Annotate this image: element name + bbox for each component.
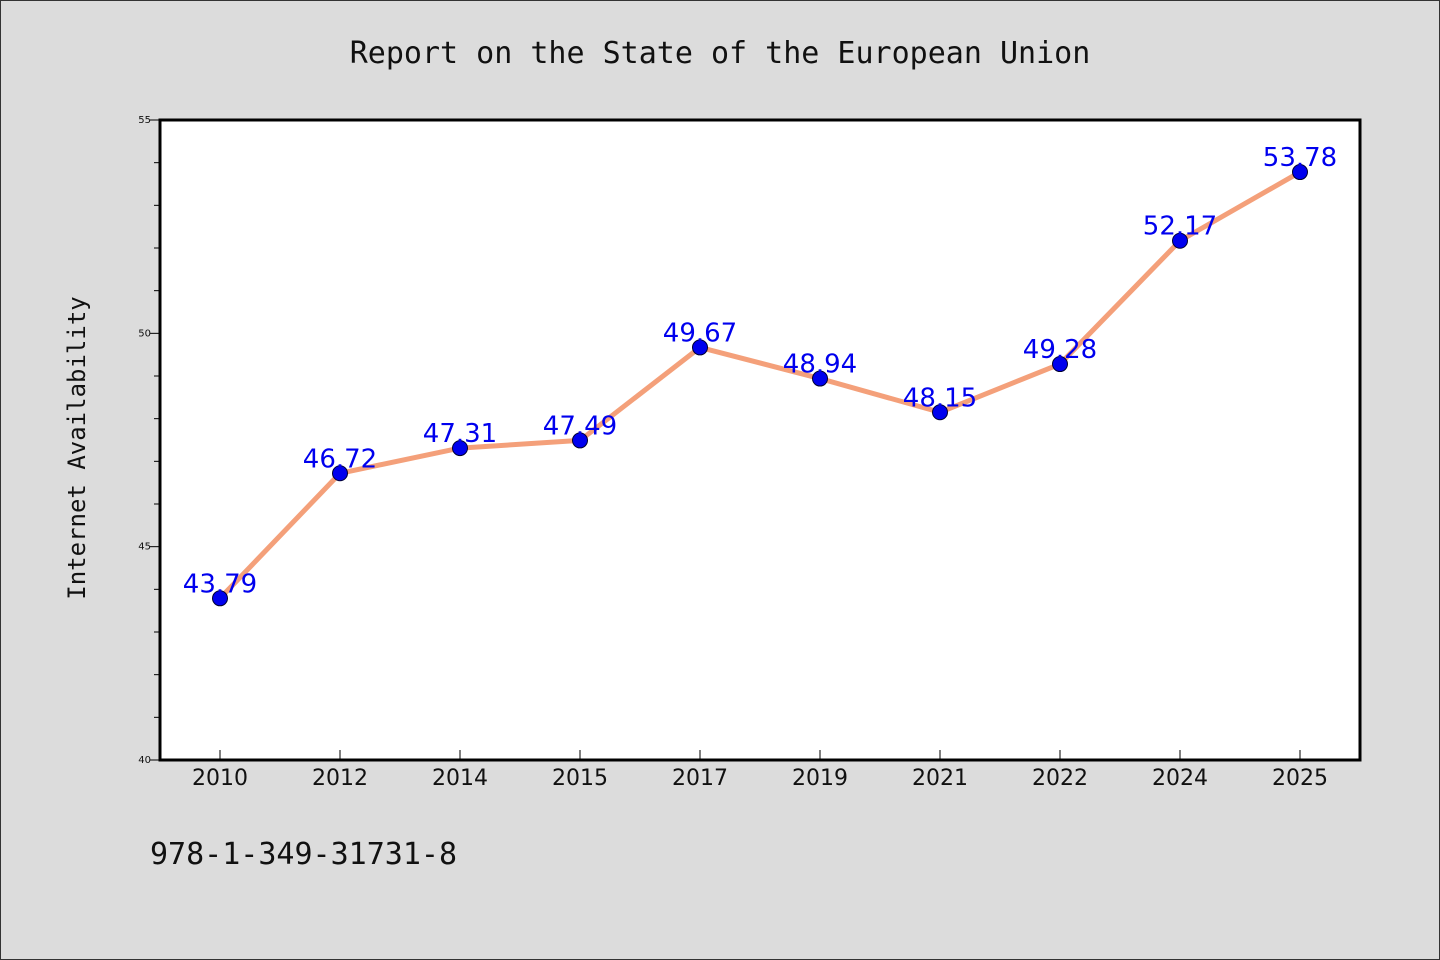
y-tick-label: 40 [138,755,151,766]
series-markers [212,164,1308,607]
x-tick-label: 2012 [312,766,368,791]
data-point [572,432,588,449]
data-point [692,339,708,356]
data-label: 49.28 [1023,335,1097,365]
footnote-isbn: 978-1-349-31731-8 [150,837,457,872]
x-tick-label: 2019 [792,766,848,791]
data-point [452,440,468,457]
data-point [932,404,948,421]
y-tick-label: 55 [138,115,151,126]
data-point [1052,356,1068,373]
plot-border [158,118,1362,762]
data-label: 46.72 [303,444,377,474]
chart-title: Report on the State of the European Unio… [350,36,1091,71]
y-axis-label: Internet Availability [63,296,91,599]
data-labels: 43.79 46.72 47.31 47.49 49.67 48.94 48.15 49.28… [183,143,1337,599]
data-point [212,590,228,607]
plot-area [160,120,1360,760]
data-point [1292,164,1308,181]
x-tick-label: 2017 [672,766,728,791]
x-tick-label: 2025 [1272,766,1328,791]
data-label: 43.79 [183,569,257,599]
series-line [217,169,1303,601]
y-tick-label: 45 [138,542,151,553]
data-label: 48.15 [903,383,977,413]
x-tick-label: 2010 [192,766,248,791]
x-tick-label: 2021 [912,766,968,791]
y-tick-label: 50 [138,328,151,339]
x-tick-label: 2024 [1152,766,1208,791]
x-tick-label: 2022 [1032,766,1088,791]
x-axis-ticks: 2010 2012 2014 2015 2017 2019 2021 2022 2024 2025 [192,750,1328,791]
data-point [332,465,348,482]
x-tick-label: 2014 [432,766,488,791]
data-label: 48.94 [783,350,857,380]
data-label: 47.49 [543,411,617,441]
data-label: 47.31 [423,419,497,449]
y-axis-ticks: 40 45 50 55 [138,115,160,766]
x-tick-label: 2015 [552,766,608,791]
data-label: 53.78 [1263,143,1337,173]
data-label: 49.67 [663,318,737,348]
data-point [1172,232,1188,249]
data-label: 52.17 [1143,212,1217,242]
data-point [812,370,828,387]
